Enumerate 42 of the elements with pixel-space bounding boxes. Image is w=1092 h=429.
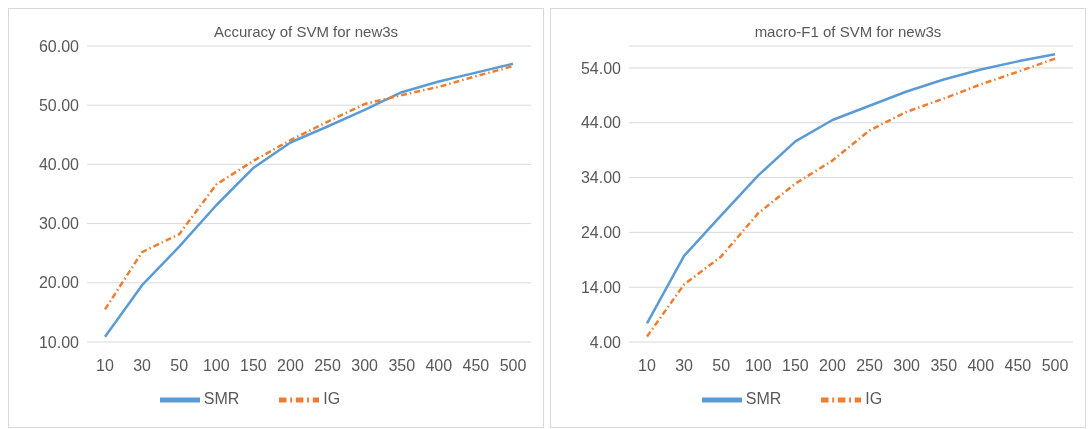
- x-tick-label: 450: [462, 357, 490, 375]
- x-tick-label: 10: [638, 357, 656, 375]
- y-tick-label: 20.00: [38, 274, 80, 292]
- y-tick-label: 60.00: [38, 37, 80, 55]
- x-tick-label: 50: [712, 357, 731, 375]
- legend-label: IG: [323, 390, 341, 408]
- x-tick-label: 350: [930, 357, 958, 375]
- x-tick-label: 100: [202, 357, 230, 375]
- legend-label: SMR: [745, 390, 782, 408]
- x-tick-label: 400: [967, 357, 995, 375]
- y-tick-label: 54.00: [580, 59, 622, 77]
- x-tick-label: 300: [351, 357, 379, 375]
- y-tick-label: 34.00: [580, 169, 622, 187]
- x-tick-label: 400: [425, 357, 453, 375]
- y-tick-label: 30.00: [38, 215, 80, 233]
- y-tick-label: 14.00: [580, 278, 622, 296]
- y-tick-label: 4.00: [589, 333, 622, 351]
- x-tick-label: 500: [499, 357, 527, 375]
- y-tick-label: 50.00: [38, 96, 80, 114]
- x-tick-label: 150: [240, 357, 267, 375]
- x-tick-label: 450: [1004, 357, 1032, 375]
- chart-title: macro-F1 of SVM for new3s: [753, 23, 943, 40]
- y-tick-label: 24.00: [580, 224, 622, 242]
- x-tick-label: 350: [388, 357, 416, 375]
- x-tick-label: 30: [133, 357, 152, 375]
- x-tick-label: 10: [96, 357, 114, 375]
- legend-label: SMR: [203, 390, 240, 408]
- x-tick-label: 200: [819, 357, 846, 375]
- x-tick-label: 100: [744, 357, 772, 375]
- x-tick-label: 50: [170, 357, 189, 375]
- x-tick-label: 250: [856, 357, 883, 375]
- x-tick-label: 250: [314, 357, 341, 375]
- y-tick-label: 10.00: [38, 333, 80, 351]
- x-tick-label: 30: [675, 357, 694, 375]
- x-tick-label: 300: [893, 357, 921, 375]
- y-tick-label: 44.00: [580, 114, 622, 132]
- y-tick-label: 40.00: [38, 156, 80, 174]
- x-tick-label: 500: [1041, 357, 1069, 375]
- x-tick-label: 150: [782, 357, 809, 375]
- chart-title: Accuracy of SVM for new3s: [213, 23, 399, 40]
- legend-label: IG: [865, 390, 883, 408]
- x-tick-label: 200: [277, 357, 304, 375]
